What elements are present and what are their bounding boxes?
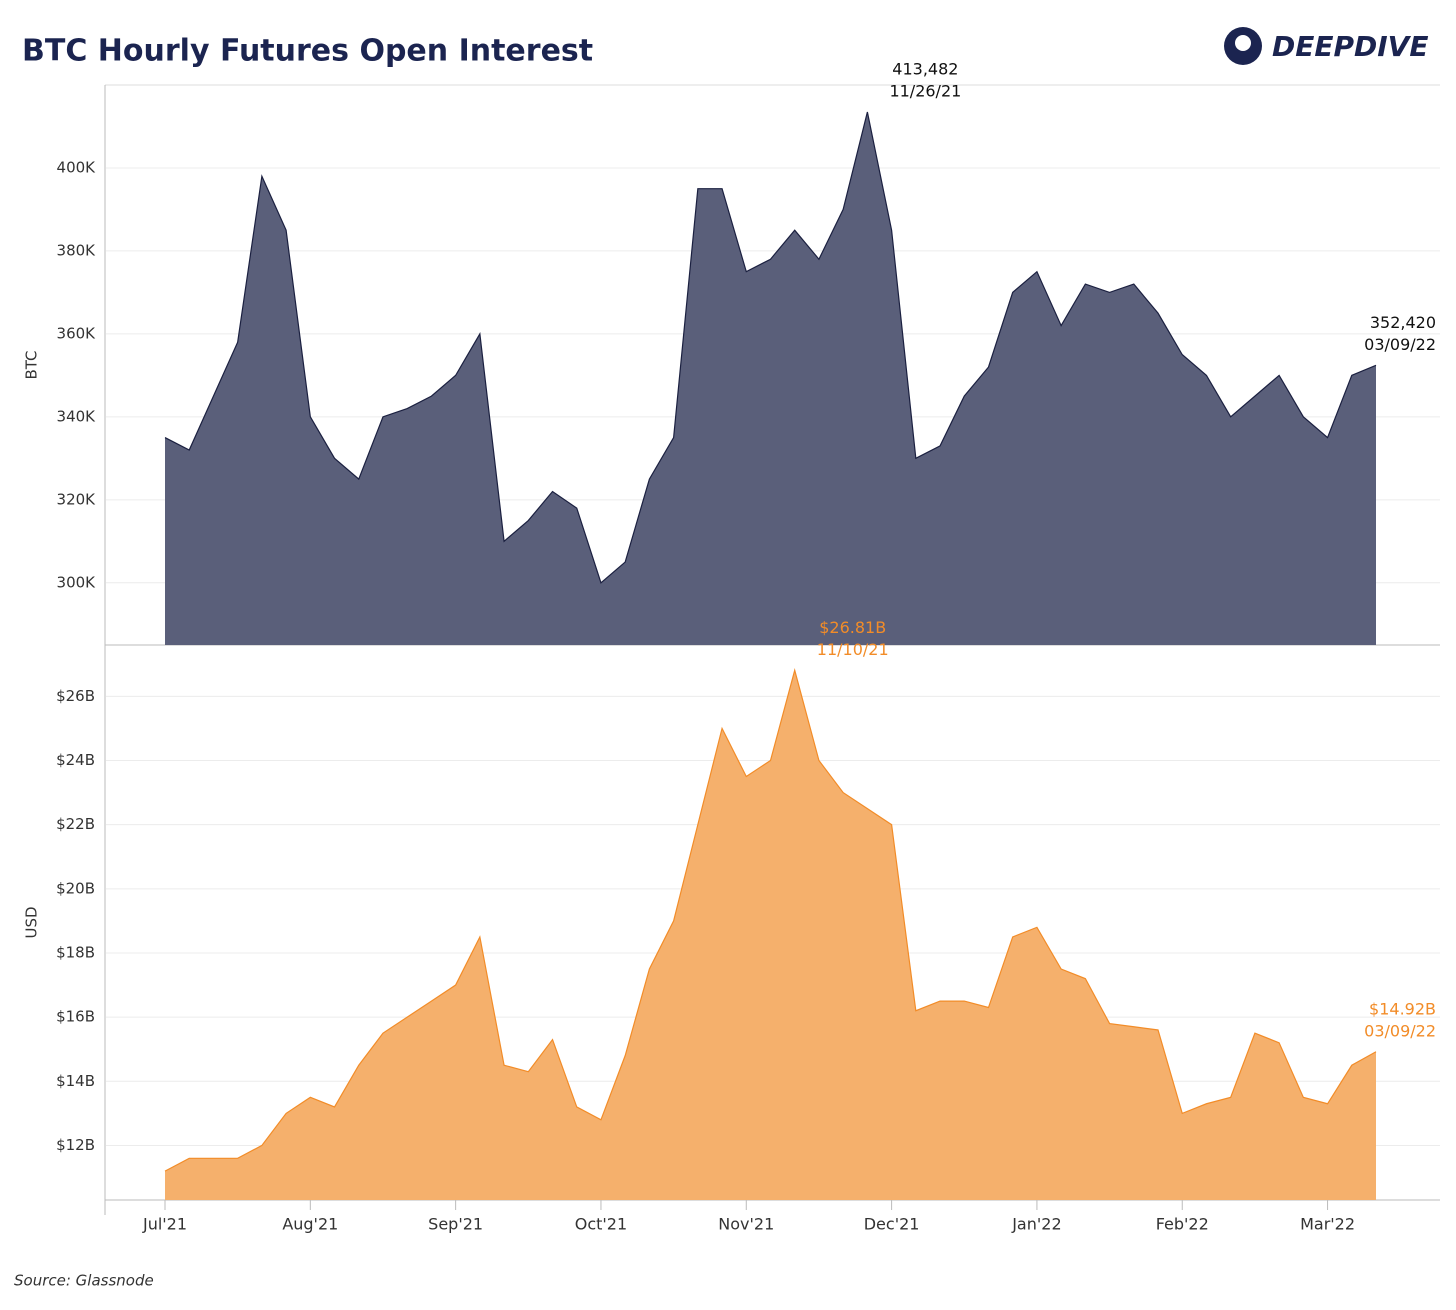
y-tick-label: $22B — [56, 815, 95, 833]
y-tick-label: $20B — [56, 879, 95, 897]
y-tick-label: 320K — [57, 490, 97, 508]
line — [164, 111, 1377, 584]
y-tick-label: 400K — [57, 158, 97, 176]
logo-icon-window — [1235, 35, 1251, 51]
x-tick-label: Feb'22 — [1156, 1215, 1209, 1234]
x-tick-label: Dec'21 — [864, 1215, 920, 1234]
value-label: $26.81B — [819, 618, 886, 637]
brand: DEEPDIVE — [1272, 30, 1428, 63]
line — [164, 668, 1377, 1172]
area — [165, 112, 1376, 646]
x-tick-label: Mar'22 — [1300, 1215, 1355, 1234]
y-tick-label: $16B — [56, 1008, 95, 1026]
value-label: 413,482 — [892, 60, 958, 79]
source: Source: Glassnode — [14, 1272, 154, 1290]
x-tick-label: Sep'21 — [428, 1215, 483, 1234]
x-tick-label: Oct'21 — [575, 1215, 627, 1234]
y-tick-label: $18B — [56, 943, 95, 961]
chart-title: BTC Hourly Futures Open Interest — [22, 34, 593, 69]
y-tick-label: $12B — [56, 1136, 95, 1154]
y-axis-label: USD — [23, 906, 41, 938]
y-tick-label: $24B — [56, 751, 95, 769]
x-tick-label: Nov'21 — [718, 1215, 774, 1234]
point-date: 03/09/22 — [1364, 335, 1436, 354]
y-tick-label: 300K — [57, 573, 97, 591]
y-tick-label: 340K — [57, 407, 97, 425]
logo: DEEPDIVE — [1224, 27, 1428, 65]
point-date: 03/09/22 — [1364, 1021, 1436, 1040]
point-date: 11/26/21 — [889, 82, 961, 101]
point-date: 11/10/21 — [817, 640, 889, 659]
y-axis-label: BTC — [23, 350, 41, 379]
x-tick-label: Jul'21 — [142, 1215, 187, 1234]
x-tick-label: Jan'22 — [1011, 1215, 1061, 1234]
y-tick-label: $14B — [56, 1072, 95, 1090]
y-tick-label: 360K — [57, 324, 97, 342]
value-label: 352,420 — [1370, 313, 1436, 332]
area — [165, 670, 1376, 1200]
y-tick-label: $26B — [56, 687, 95, 705]
y-tick-label: 380K — [57, 241, 97, 259]
x-tick-label: Aug'21 — [282, 1215, 338, 1234]
value-label: $14.92B — [1369, 999, 1436, 1018]
